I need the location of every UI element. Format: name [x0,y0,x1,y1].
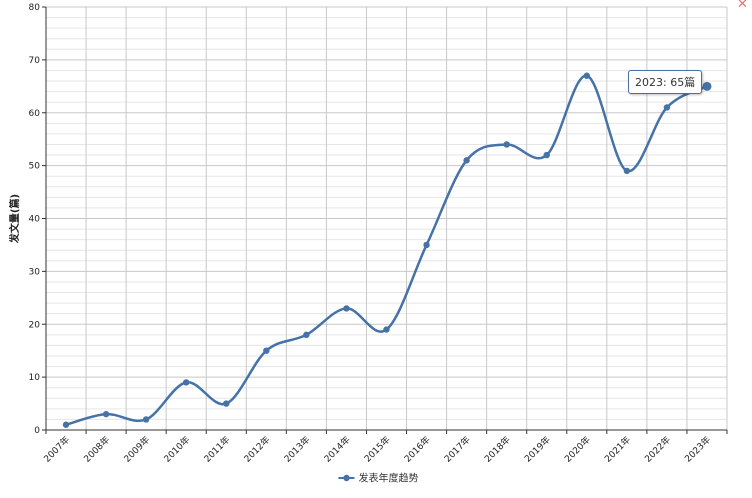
x-tick-label: 2021年 [602,434,633,465]
x-tick-label: 2008年 [81,434,112,465]
data-point [62,421,70,428]
data-point [623,167,631,175]
data-tooltip: 2023: 65篇 [628,70,703,94]
y-tick-label: 40 [29,215,41,225]
data-point [223,400,230,407]
y-tick-label: 60 [29,109,41,119]
x-tick-label: 2018年 [482,434,513,465]
y-tick-label: 20 [29,320,41,330]
x-tick-label: 2019年 [522,434,553,465]
x-tick-label: 2022年 [642,434,673,465]
x-tick-label: 2023年 [682,434,713,465]
close-icon[interactable]: ✕ [737,0,748,12]
legend-label: 发表年度趋势 [359,472,419,485]
data-point [383,326,390,333]
data-point [583,72,590,79]
data-point [303,331,310,339]
data-point [343,305,350,312]
data-point [543,151,550,159]
y-tick-label: 50 [29,162,41,172]
x-tick-label: 2010年 [161,434,192,465]
data-point [702,81,712,91]
data-point [183,379,190,386]
legend-marker [343,474,350,482]
x-tick-label: 2012年 [241,434,272,465]
x-tick-label: 2009年 [121,434,152,465]
y-tick-label: 0 [34,426,40,436]
data-point [102,410,110,418]
y-tick-label: 10 [29,373,41,383]
x-tick-label: 2007年 [41,434,72,465]
x-tick-label: 2020年 [562,434,593,465]
x-tick-label: 2011年 [201,434,232,465]
x-tick-label: 2017年 [442,434,473,465]
data-point [142,416,150,423]
data-point [263,347,270,354]
x-tick-label: 2013年 [281,434,312,465]
data-point [663,104,671,111]
data-point [503,141,510,148]
y-tick-label: 30 [29,267,41,277]
y-tick-label: 80 [29,3,41,13]
y-axis-title: 发文量(篇) [8,194,21,244]
x-tick-label: 2015年 [362,434,393,465]
data-point [423,241,430,249]
y-tick-label: 70 [29,56,41,66]
x-tick-label: 2014年 [322,434,353,465]
data-point [463,157,470,164]
x-tick-label: 2016年 [402,434,433,465]
